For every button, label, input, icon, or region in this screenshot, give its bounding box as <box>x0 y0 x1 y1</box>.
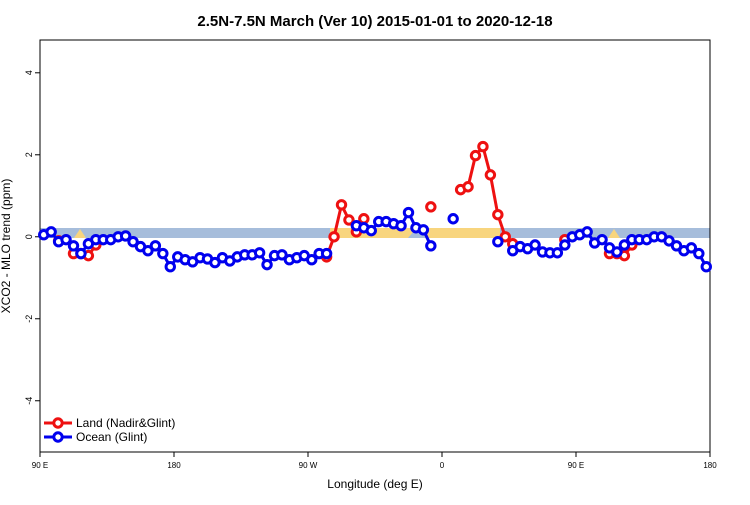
point <box>477 140 489 153</box>
point <box>395 220 407 232</box>
point <box>60 233 72 246</box>
point <box>75 247 87 260</box>
point <box>447 213 459 225</box>
point <box>551 247 564 259</box>
point <box>499 231 511 243</box>
x-tick-label: 180 <box>703 461 717 470</box>
point <box>581 226 593 238</box>
point <box>164 261 176 273</box>
x-tick-label: 90 W <box>299 461 318 470</box>
point <box>611 246 623 258</box>
point <box>149 240 162 252</box>
point <box>559 239 571 251</box>
point <box>670 240 683 252</box>
point <box>127 235 139 248</box>
land-band <box>74 229 86 238</box>
x-tick-label: 180 <box>167 461 181 470</box>
point <box>529 239 541 251</box>
legend-label: Land (Nadir&Glint) <box>76 416 175 430</box>
y-tick-label: -2 <box>24 315 34 323</box>
point <box>425 240 437 252</box>
point <box>320 247 333 260</box>
y-axis-label: XCO2 - MLO trend (ppm) <box>0 179 13 314</box>
point <box>253 247 266 259</box>
point <box>685 242 698 254</box>
x-axis-label: Longitude (deg E) <box>327 477 422 491</box>
series-line <box>73 143 634 258</box>
point <box>119 230 132 242</box>
point <box>693 247 705 260</box>
legend-label: Ocean (Glint) <box>76 430 147 444</box>
point <box>358 213 370 225</box>
point <box>261 258 273 271</box>
point <box>425 201 437 213</box>
point <box>335 199 348 211</box>
plot-frame <box>39 39 711 453</box>
point <box>469 149 482 162</box>
point <box>663 235 675 247</box>
point <box>365 224 377 237</box>
y-tick-label: 4 <box>24 70 34 75</box>
point <box>306 254 318 266</box>
point <box>462 181 474 193</box>
x-tick-label: 90 E <box>32 461 48 470</box>
point <box>700 261 712 273</box>
point <box>484 169 497 181</box>
point <box>492 235 504 248</box>
point <box>596 233 608 246</box>
y-tick-label: 0 <box>24 234 34 239</box>
point <box>417 224 430 236</box>
point <box>328 231 340 243</box>
x-tick-label: 90 E <box>568 461 584 470</box>
x-tick-label: 0 <box>440 461 445 470</box>
legend-marker <box>52 431 64 443</box>
point <box>276 249 288 261</box>
land-band <box>608 229 620 238</box>
point <box>618 239 631 251</box>
point <box>492 208 504 221</box>
y-tick-label: 2 <box>24 152 34 157</box>
point <box>142 245 154 257</box>
point <box>209 256 221 269</box>
point <box>402 206 415 219</box>
chart-title: 2.5N-7.5N March (Ver 10) 2015-01-01 to 2… <box>197 13 552 30</box>
point <box>343 214 355 226</box>
point <box>157 247 169 260</box>
y-tick-label: -4 <box>24 397 34 405</box>
point <box>45 226 57 238</box>
point <box>67 240 80 252</box>
legend-marker <box>52 417 64 429</box>
